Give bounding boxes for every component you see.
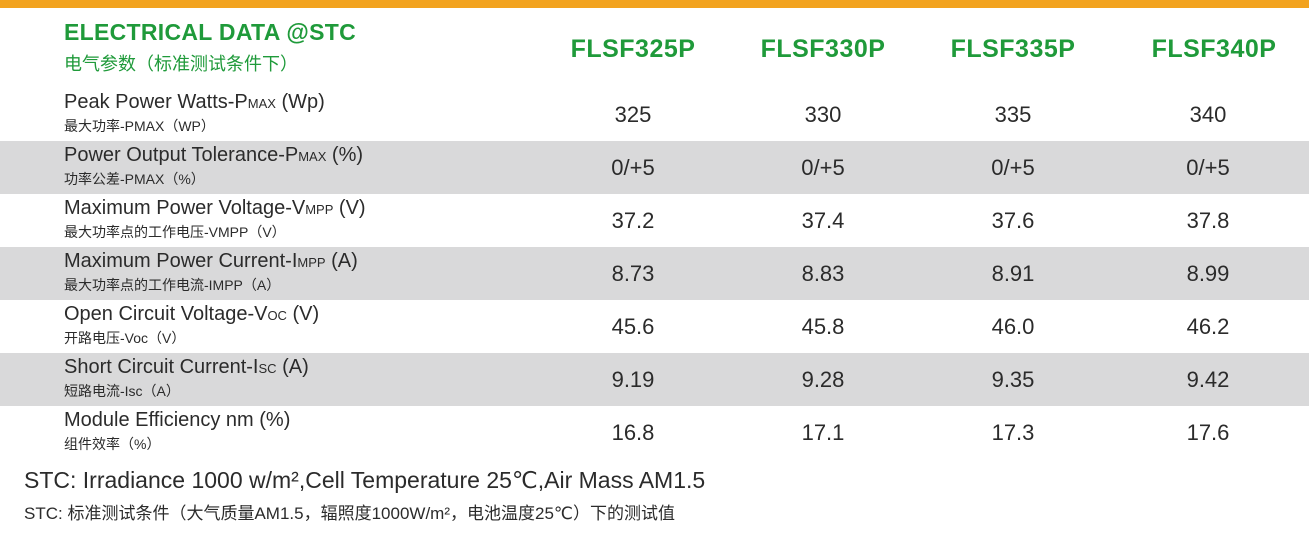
table-row: Open Circuit Voltage-VOC (V) 开路电压-Voc（V）… bbox=[0, 300, 1309, 353]
table-cell: 8.83 bbox=[801, 261, 845, 286]
table-cell: 0/+5 bbox=[801, 155, 845, 180]
table-cell: 8.99 bbox=[1186, 261, 1230, 286]
row-label: Module Efficiency nm (%) bbox=[64, 409, 291, 431]
row-label: Power Output Tolerance-PMAX (%) bbox=[64, 144, 364, 166]
table-row: Power Output Tolerance-PMAX (%) 功率公差-PMA… bbox=[0, 141, 1309, 194]
table-cell: 37.4 bbox=[801, 208, 845, 233]
table-header: ELECTRICAL DATA @STC 电气参数（标准测试条件下） FLSF3… bbox=[0, 8, 1309, 88]
table-row: Peak Power Watts-PMAX (Wp) 最大功率-PMAX（WP）… bbox=[0, 88, 1309, 141]
stc-footnote-chinese: STC: 标准测试条件（大气质量AM1.5，辐照度1000W/m²，电池温度25… bbox=[24, 504, 675, 523]
table-cell: 0/+5 bbox=[991, 155, 1035, 180]
row-label: Peak Power Watts-PMAX (Wp) bbox=[64, 91, 325, 113]
table-row: Module Efficiency nm (%) 组件效率（%） 16.8 17… bbox=[0, 406, 1309, 459]
model-header-2: FLSF330P bbox=[760, 35, 886, 63]
row-label-chinese: 最大功率-PMAX（WP） bbox=[64, 118, 215, 134]
table-cell: 17.3 bbox=[991, 420, 1035, 445]
table-cell: 16.8 bbox=[611, 420, 655, 445]
table-cell: 9.42 bbox=[1186, 367, 1230, 392]
row-label-chinese: 短路电流-Isc（A） bbox=[64, 383, 180, 399]
table-cell: 9.28 bbox=[801, 367, 845, 392]
top-accent-bar bbox=[0, 0, 1309, 8]
model-header-3: FLSF335P bbox=[950, 35, 1076, 63]
table-cell: 46.0 bbox=[991, 314, 1035, 339]
table-cell: 8.73 bbox=[611, 261, 655, 286]
table-row: Short Circuit Current-ISC (A) 短路电流-Isc（A… bbox=[0, 353, 1309, 406]
stc-footnote: STC: Irradiance 1000 w/m²,Cell Temperatu… bbox=[24, 467, 706, 493]
table-cell: 9.35 bbox=[991, 367, 1035, 392]
row-label: Open Circuit Voltage-VOC (V) bbox=[64, 303, 320, 325]
row-label-chinese: 开路电压-Voc（V） bbox=[64, 330, 186, 346]
table-title: ELECTRICAL DATA @STC bbox=[64, 19, 357, 45]
table-cell: 335 bbox=[994, 102, 1032, 127]
table-cell: 8.91 bbox=[991, 261, 1035, 286]
table-row: Maximum Power Voltage-VMPP (V) 最大功率点的工作电… bbox=[0, 194, 1309, 247]
table-cell: 37.8 bbox=[1186, 208, 1230, 233]
table-cell: 340 bbox=[1189, 102, 1227, 127]
row-label: Maximum Power Voltage-VMPP (V) bbox=[64, 197, 366, 219]
table-cell: 0/+5 bbox=[1186, 155, 1230, 180]
table-cell: 45.8 bbox=[801, 314, 845, 339]
table-cell: 37.6 bbox=[991, 208, 1035, 233]
table-row: Maximum Power Current-IMPP (A) 最大功率点的工作电… bbox=[0, 247, 1309, 300]
table-cell: 46.2 bbox=[1186, 314, 1230, 339]
row-label-chinese: 功率公差-PMAX（%） bbox=[64, 171, 205, 187]
table-title-chinese: 电气参数（标准测试条件下） bbox=[64, 54, 298, 74]
model-header-1: FLSF325P bbox=[570, 35, 696, 63]
table-cell: 45.6 bbox=[611, 314, 655, 339]
model-header-4: FLSF340P bbox=[1151, 35, 1277, 63]
table-cell: 9.19 bbox=[611, 367, 655, 392]
row-label: Short Circuit Current-ISC (A) bbox=[64, 356, 309, 378]
row-label-chinese: 组件效率（%） bbox=[64, 436, 161, 452]
row-label: Maximum Power Current-IMPP (A) bbox=[64, 250, 358, 272]
row-label-chinese: 最大功率点的工作电压-VMPP（V） bbox=[64, 224, 286, 240]
table-cell: 17.1 bbox=[801, 420, 845, 445]
table-cell: 0/+5 bbox=[611, 155, 655, 180]
table-cell: 330 bbox=[804, 102, 842, 127]
row-label-chinese: 最大功率点的工作电流-IMPP（A） bbox=[64, 277, 281, 293]
table-cell: 37.2 bbox=[611, 208, 655, 233]
table-cell: 17.6 bbox=[1186, 420, 1230, 445]
table-cell: 325 bbox=[614, 102, 652, 127]
